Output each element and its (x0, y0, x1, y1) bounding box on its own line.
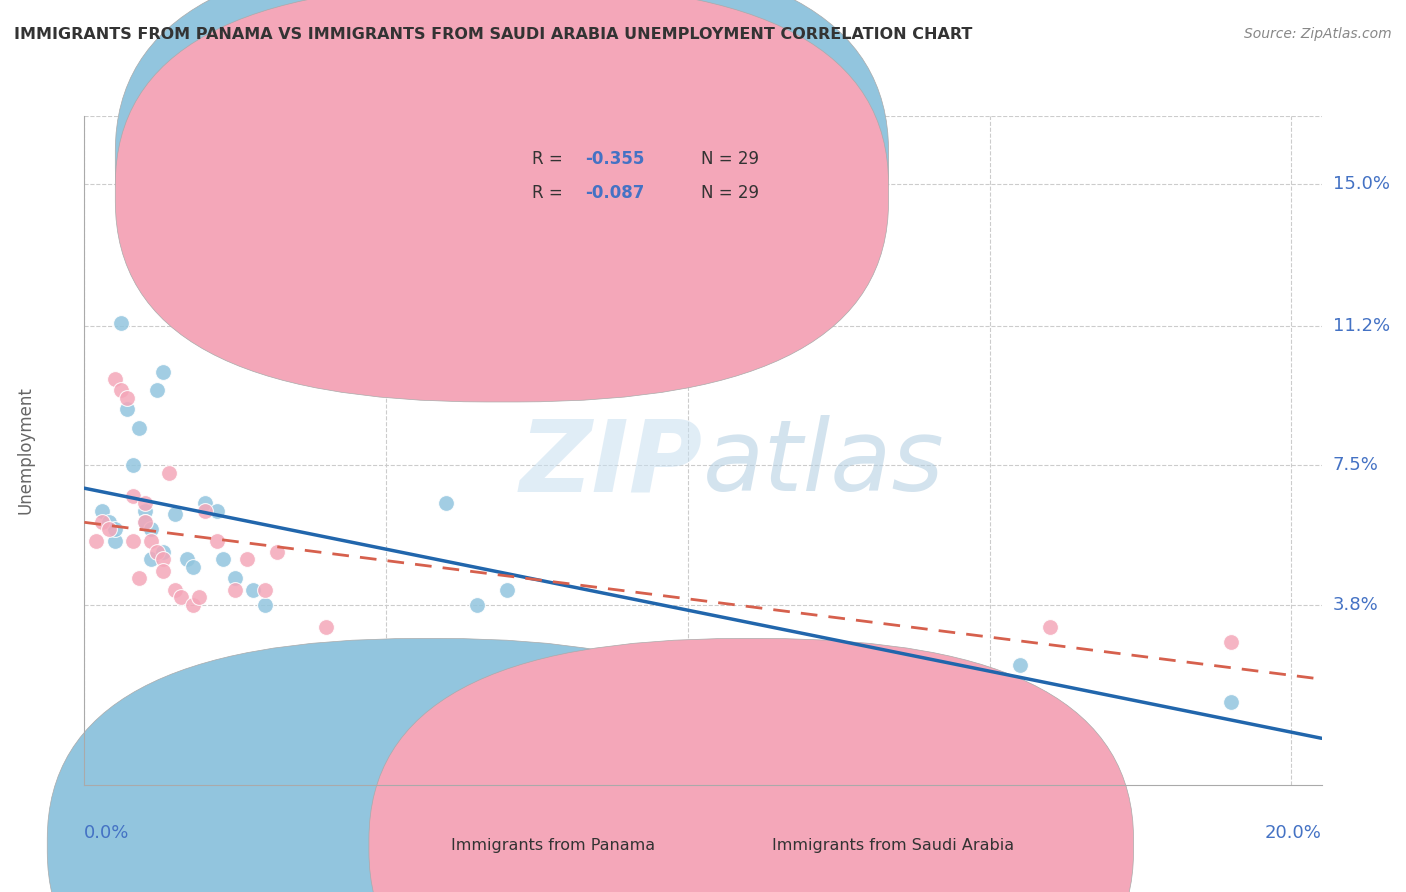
Point (110, 384, 132, 398)
Point (152, 564, 174, 578)
Point (205, 533, 228, 548)
Point (163, 582, 186, 597)
Text: N = 29: N = 29 (700, 151, 758, 169)
Point (224, 582, 246, 597)
FancyBboxPatch shape (115, 0, 889, 402)
Point (205, 503, 228, 517)
Point (495, 582, 517, 597)
Point (134, 496, 156, 510)
Point (1220, 635, 1243, 649)
Point (170, 590, 193, 604)
Point (146, 384, 169, 398)
Point (254, 598, 277, 612)
Point (152, 365, 174, 379)
Text: 3.8%: 3.8% (1333, 596, 1378, 614)
Text: Unemployment: Unemployment (17, 386, 35, 515)
Point (163, 508, 186, 522)
Point (176, 552, 198, 566)
Point (139, 522, 162, 536)
Point (134, 515, 156, 529)
Point (86, 533, 108, 548)
Point (110, 316, 132, 330)
Point (103, 533, 125, 548)
Point (157, 466, 180, 480)
Point (1220, 695, 1243, 709)
Text: atlas: atlas (703, 416, 945, 512)
Point (121, 533, 143, 548)
Point (115, 391, 138, 405)
Point (1008, 657, 1031, 672)
Point (194, 503, 217, 517)
Point (181, 560, 204, 574)
Text: 11.2%: 11.2% (1333, 318, 1391, 335)
Point (188, 590, 211, 604)
Text: -0.087: -0.087 (585, 184, 645, 202)
Point (242, 582, 264, 597)
Point (315, 620, 337, 634)
Point (91, 503, 114, 517)
Point (152, 552, 174, 566)
Text: Source: ZipAtlas.com: Source: ZipAtlas.com (1244, 27, 1392, 41)
Point (254, 582, 277, 597)
Text: IMMIGRANTS FROM PANAMA VS IMMIGRANTS FROM SAUDI ARABIA UNEMPLOYMENT CORRELATION : IMMIGRANTS FROM PANAMA VS IMMIGRANTS FRO… (14, 27, 973, 42)
Text: 7.5%: 7.5% (1333, 457, 1379, 475)
Point (128, 421, 150, 435)
FancyBboxPatch shape (115, 0, 889, 368)
Point (121, 458, 143, 473)
Text: Immigrants from Saudi Arabia: Immigrants from Saudi Arabia (772, 838, 1014, 853)
Point (134, 503, 156, 517)
Point (236, 552, 259, 566)
FancyBboxPatch shape (368, 639, 1133, 892)
Point (128, 571, 150, 585)
Point (1039, 620, 1062, 634)
Text: 0.0%: 0.0% (84, 824, 129, 842)
Point (465, 598, 488, 612)
Point (134, 515, 156, 529)
Point (139, 533, 162, 548)
Point (436, 496, 458, 510)
Text: N = 29: N = 29 (700, 184, 758, 202)
Point (97, 515, 120, 529)
Point (91, 515, 114, 529)
Point (103, 522, 125, 536)
Point (115, 402, 138, 417)
Text: -0.355: -0.355 (585, 151, 645, 169)
Point (139, 552, 162, 566)
Text: R =: R = (533, 184, 568, 202)
FancyBboxPatch shape (461, 129, 808, 236)
Point (103, 372, 125, 386)
Point (97, 522, 120, 536)
Text: Immigrants from Panama: Immigrants from Panama (450, 838, 655, 853)
Point (266, 545, 288, 559)
Point (152, 545, 174, 559)
FancyBboxPatch shape (48, 639, 811, 892)
Text: 20.0%: 20.0% (1265, 824, 1322, 842)
Point (121, 489, 143, 503)
Text: 15.0%: 15.0% (1333, 175, 1389, 193)
Point (224, 571, 246, 585)
Point (194, 496, 217, 510)
Text: ZIP: ZIP (520, 416, 703, 512)
Point (146, 545, 169, 559)
Point (212, 552, 235, 566)
Text: R =: R = (533, 151, 568, 169)
Point (181, 598, 204, 612)
